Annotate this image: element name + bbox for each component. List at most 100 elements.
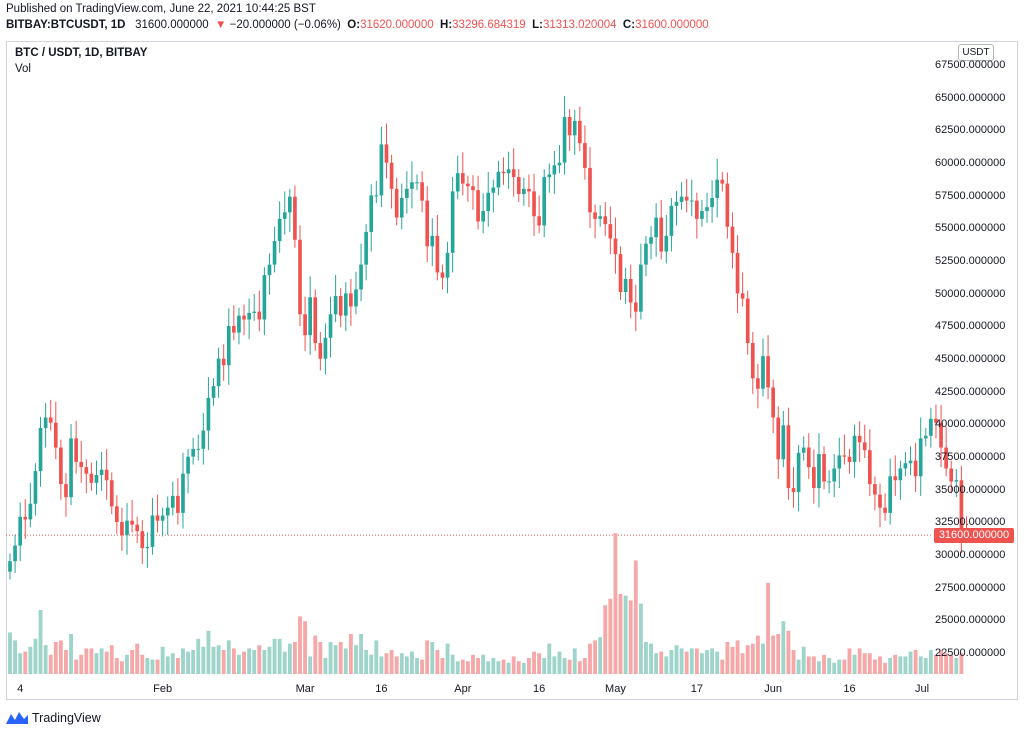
- volume-bar: [684, 651, 689, 674]
- volume-bar: [735, 640, 740, 674]
- volume-bar: [674, 645, 679, 674]
- volume-bar: [806, 656, 811, 674]
- candle-body: [700, 211, 704, 219]
- candle-body: [379, 144, 384, 196]
- volume-bar: [669, 650, 674, 674]
- volume-bar: [155, 659, 160, 674]
- volume-bar: [231, 648, 236, 674]
- price-tick-label: 30000.000000: [935, 549, 1006, 561]
- volume-bar: [608, 598, 613, 674]
- candle-body: [343, 293, 348, 316]
- volume-bar: [292, 642, 297, 674]
- volume-bar: [303, 621, 308, 674]
- candle-body: [781, 425, 786, 460]
- candle-body: [445, 252, 450, 278]
- volume-legend[interactable]: Vol: [15, 63, 31, 75]
- candle-body: [53, 422, 58, 448]
- close-label: C:: [622, 19, 636, 31]
- volume-bar: [781, 621, 786, 674]
- time-tick-label: 17: [690, 683, 703, 695]
- candle-body: [903, 463, 908, 469]
- candle-body: [547, 174, 552, 178]
- candle-body: [913, 460, 918, 477]
- volume-bar: [577, 661, 582, 674]
- volume-bar: [79, 654, 84, 674]
- volume-bar: [333, 645, 338, 674]
- volume-bar: [582, 658, 587, 674]
- candle-body: [481, 211, 485, 222]
- volume-bar: [109, 645, 114, 674]
- candle-body: [181, 473, 185, 513]
- candle-body: [84, 467, 89, 474]
- volume-bar: [389, 650, 394, 674]
- volume-bar: [796, 659, 801, 674]
- candle-body: [405, 188, 409, 198]
- volume-bar: [226, 640, 231, 674]
- volume-bar: [827, 658, 832, 674]
- last-price-value: 31600.000000: [135, 19, 209, 31]
- volume-bar: [99, 648, 104, 674]
- candle-body: [226, 326, 231, 366]
- volume-bar: [277, 638, 282, 674]
- volume-bar: [893, 654, 898, 674]
- candle-body: [786, 425, 791, 489]
- candle-body: [64, 484, 68, 498]
- candle-body: [649, 237, 653, 244]
- volume-bar: [628, 600, 633, 674]
- volume-bar: [939, 650, 943, 674]
- volume-bar: [160, 646, 165, 674]
- volume-bar: [140, 654, 145, 674]
- chart-legend-title[interactable]: BTC / USDT, 1D, BITBAY: [15, 47, 148, 59]
- volume-bar: [186, 651, 191, 674]
- close-value: 31600.000000: [635, 19, 709, 31]
- volume-bar: [740, 653, 745, 674]
- volume-bar: [532, 651, 536, 674]
- candle-body: [211, 386, 216, 398]
- price-tick-label: 57500.000000: [935, 189, 1006, 202]
- candle-body: [923, 435, 928, 439]
- candle-body: [674, 201, 679, 206]
- candle-body: [791, 488, 796, 492]
- high-value: 33296.684319: [452, 19, 526, 31]
- candle-body: [364, 231, 368, 265]
- volume-bar: [69, 634, 73, 674]
- candle-body: [476, 190, 480, 222]
- volume-bar: [435, 650, 440, 674]
- volume-bar: [125, 654, 129, 674]
- volume-bar: [689, 648, 694, 674]
- volume-bar: [455, 661, 460, 674]
- volume-bar: [862, 653, 867, 674]
- candle-body: [801, 447, 806, 453]
- volume-bar: [64, 650, 68, 674]
- price-tick-label: 37500.000000: [935, 451, 1006, 463]
- price-tick-label: 62500.000000: [935, 124, 1006, 137]
- tradingview-label: TradingView: [32, 711, 101, 725]
- volume-bar: [567, 659, 572, 674]
- tradingview-brand[interactable]: TradingView: [6, 711, 101, 725]
- volume-bar: [247, 648, 252, 674]
- volume-bar: [175, 658, 180, 674]
- volume-bar: [28, 646, 33, 674]
- candle-body: [633, 302, 638, 312]
- chart-pane[interactable]: [6, 41, 1018, 700]
- candle-body: [949, 468, 954, 482]
- currency-button[interactable]: USDT: [958, 44, 994, 61]
- candle-body: [857, 435, 862, 443]
- candle-body: [323, 337, 328, 359]
- low-label: L:: [532, 19, 543, 31]
- candle-body: [542, 177, 547, 226]
- candle-body: [455, 173, 460, 192]
- candle-body: [293, 196, 297, 240]
- volume-bar: [211, 646, 216, 674]
- time-tick-label: 4: [17, 683, 24, 695]
- volume-bar: [465, 661, 470, 674]
- volume-bar: [918, 656, 923, 674]
- candle-body: [939, 422, 943, 448]
- candle-body: [644, 243, 648, 265]
- volume-bar: [191, 650, 196, 674]
- candle-body: [837, 455, 842, 469]
- candle-body: [679, 196, 684, 202]
- volume-bar: [328, 642, 333, 674]
- volume-bar: [201, 646, 206, 674]
